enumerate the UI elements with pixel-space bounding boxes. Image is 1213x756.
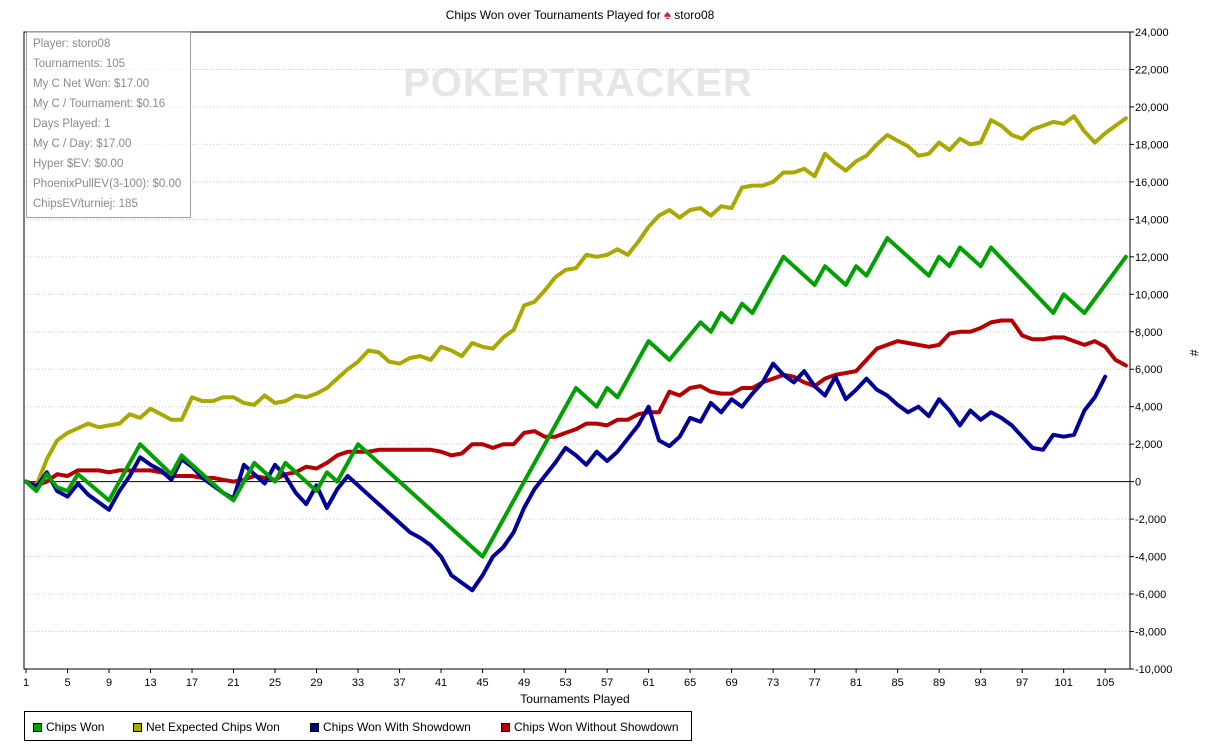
- legend-item-chips-won: Chips Won: [33, 720, 104, 734]
- x-tick-label: 13: [144, 677, 156, 689]
- legend-swatch: [33, 722, 42, 732]
- x-tick-label: 17: [186, 677, 198, 689]
- stat-chips-ev: ChipsEV/turniej: 185: [33, 198, 138, 210]
- x-tick-label: 69: [725, 677, 737, 689]
- stat-hyper-ev: Hyper $EV: $0.00: [33, 158, 124, 170]
- x-tick-label: 73: [767, 677, 779, 689]
- chart-title-prefix: Chips Won over Tournaments Played for: [446, 8, 661, 22]
- y-tick-label: 2,000: [1135, 439, 1163, 451]
- chart-title-player: storo08: [674, 8, 714, 22]
- legend-swatch: [310, 722, 319, 732]
- x-tick-label: 81: [850, 677, 862, 689]
- stat-player: Player: storo08: [33, 38, 111, 50]
- series-line-net-expected-chips-won: [24, 114, 1128, 488]
- x-tick-label: 97: [1016, 677, 1028, 689]
- y-tick-label: -4,000: [1135, 552, 1166, 564]
- legend-label: Chips Won With Showdown: [323, 720, 471, 734]
- stat-tournaments: Tournaments: 105: [33, 58, 126, 70]
- stats-panel: Player: storo08 Tournaments: 105 My C Ne…: [26, 31, 191, 218]
- y-tick-label: 22,000: [1135, 64, 1169, 76]
- legend-item-without-showdown: Chips Won Without Showdown: [501, 720, 679, 734]
- y-tick-label: 4,000: [1135, 402, 1163, 414]
- y-tick-label: 18,000: [1135, 139, 1169, 151]
- x-axis: 1 5 9 13 17 21 25 29 33 37 41 45 49 53 57 61 65 69 73 77 81 8…: [23, 669, 1114, 689]
- y-tick-label: 10,000: [1135, 289, 1169, 301]
- y-tick-label: 12,000: [1135, 252, 1169, 264]
- stat-phoenix-ev: PhoenixPullEV(3-100): $0.00: [33, 178, 182, 190]
- legend-label: Chips Won: [46, 720, 105, 734]
- y-tick-label: 24,000: [1135, 27, 1169, 39]
- x-tick-label: 33: [352, 677, 364, 689]
- grid-lines: [24, 68, 1130, 633]
- stat-days-played: Days Played: 1: [33, 118, 111, 130]
- stat-net-won: My C Net Won: $17.00: [33, 78, 150, 90]
- legend-label: Chips Won Without Showdown: [514, 720, 679, 734]
- y-axis: -10,000 -8,000 -6,000 -4,000 -2,000 0 2,000 4,0…: [1130, 27, 1172, 676]
- x-tick-label: 21: [227, 677, 239, 689]
- stat-per-day: My C / Day: $17.00: [33, 138, 132, 150]
- x-tick-label: 77: [809, 677, 821, 689]
- x-tick-label: 29: [310, 677, 322, 689]
- y-tick-label: 20,000: [1135, 102, 1169, 114]
- y-tick-label: -2,000: [1135, 514, 1166, 526]
- series-group: [24, 114, 1128, 593]
- y-tick-label: -8,000: [1135, 627, 1166, 639]
- x-tick-label: 85: [892, 677, 904, 689]
- stat-per-tournament: My C / Tournament: $0.16: [33, 98, 166, 110]
- x-tick-label: 49: [518, 677, 530, 689]
- spade-icon: ♠: [664, 7, 671, 22]
- y-tick-label: 16,000: [1135, 177, 1169, 189]
- x-tick-label: 105: [1096, 677, 1114, 689]
- x-tick-label: 37: [393, 677, 405, 689]
- x-tick-label: 41: [435, 677, 447, 689]
- x-tick-label: 93: [975, 677, 987, 689]
- x-axis-label: Tournaments Played: [520, 692, 629, 706]
- y-tick-label: 6,000: [1135, 364, 1163, 376]
- plot-frame: [23, 31, 1131, 670]
- y-tick-label: -6,000: [1135, 589, 1166, 601]
- y-tick-label: 14,000: [1135, 214, 1169, 226]
- legend-swatch: [133, 722, 142, 732]
- y-tick-label: 8,000: [1135, 327, 1163, 339]
- x-tick-label: 5: [64, 677, 70, 689]
- legend-item-with-showdown: Chips Won With Showdown: [310, 720, 471, 734]
- x-tick-label: 61: [642, 677, 654, 689]
- x-tick-label: 89: [933, 677, 945, 689]
- chart-title: Chips Won over Tournaments Played for ♠ …: [446, 7, 715, 22]
- x-tick-label: 65: [684, 677, 696, 689]
- watermark: POKERTRACKER: [403, 61, 753, 105]
- x-tick-label: 45: [476, 677, 488, 689]
- x-tick-label: 57: [601, 677, 613, 689]
- x-tick-label: 53: [559, 677, 571, 689]
- x-tick-label: 9: [106, 677, 112, 689]
- series-line-chips-won: [24, 236, 1128, 559]
- legend-label: Net Expected Chips Won: [146, 720, 280, 734]
- legend-item-net-expected: Net Expected Chips Won: [133, 720, 280, 734]
- series-line-chips-won-with-showdown: [24, 361, 1108, 593]
- y-tick-label: 0: [1135, 477, 1141, 489]
- legend-swatch: [501, 722, 510, 732]
- legend: Chips Won Net Expected Chips Won Chips W…: [24, 711, 692, 741]
- y-axis-label: #: [1187, 350, 1201, 357]
- x-tick-label: 1: [23, 677, 29, 689]
- y-tick-label: -10,000: [1135, 664, 1172, 676]
- x-tick-label: 25: [269, 677, 281, 689]
- x-tick-label: 101: [1054, 677, 1072, 689]
